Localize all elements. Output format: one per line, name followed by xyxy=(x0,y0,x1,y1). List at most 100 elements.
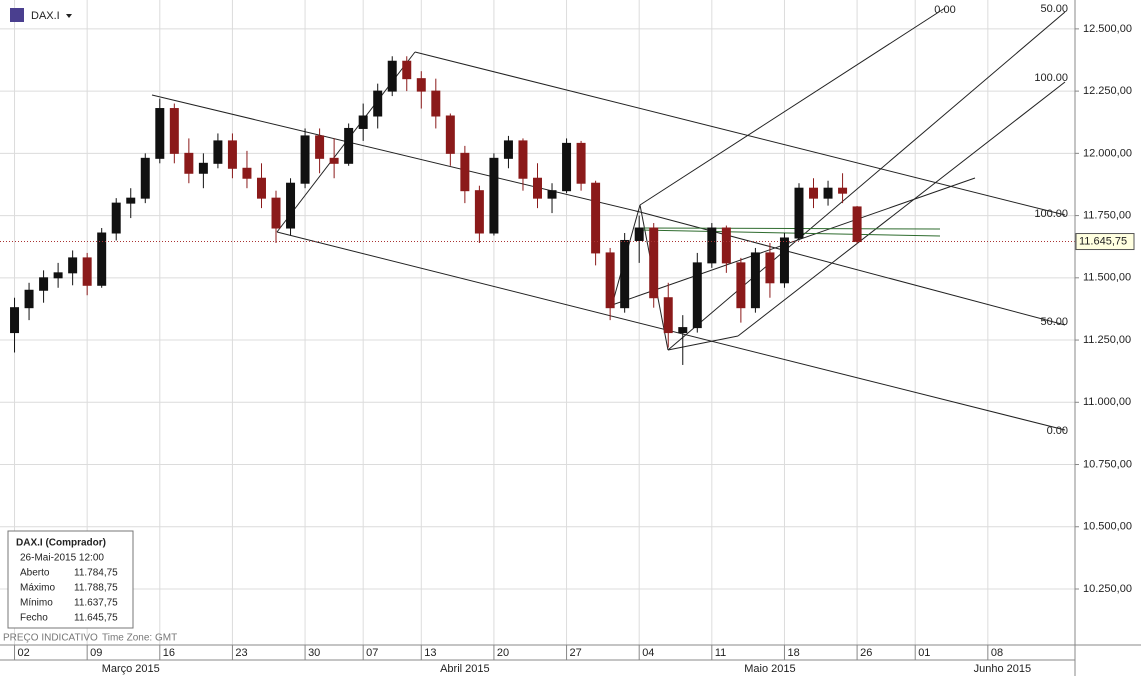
dropdown-arrow[interactable] xyxy=(66,14,72,18)
y-tick-label: 11.500,00 xyxy=(1083,272,1131,284)
candle-body xyxy=(445,115,455,154)
candle-body xyxy=(838,187,848,194)
y-tick-label: 11.250,00 xyxy=(1083,334,1131,346)
fib-label: 0.00 xyxy=(1047,425,1068,437)
candle-body xyxy=(315,135,325,159)
x-tick-label: 26 xyxy=(860,647,872,659)
candle-body xyxy=(373,90,383,117)
info-key: Aberto xyxy=(20,568,50,579)
trend-line xyxy=(151,94,641,213)
candle-body xyxy=(126,197,136,204)
candle-body xyxy=(329,157,339,164)
symbol-header[interactable]: DAX.I xyxy=(10,8,72,22)
candle-body xyxy=(794,187,804,239)
candle-body xyxy=(344,127,354,164)
candle-body xyxy=(256,177,266,199)
info-title: DAX.I (Comprador) xyxy=(16,538,106,549)
last-price-label: 11.645,75 xyxy=(1079,235,1127,247)
y-tick-label: 11.000,00 xyxy=(1083,396,1131,408)
candle-body xyxy=(213,140,223,164)
candle-body xyxy=(97,232,107,286)
trend-line xyxy=(639,229,941,237)
info-value: 11.645,75 xyxy=(74,613,118,624)
candle-body xyxy=(431,90,441,117)
candle-body xyxy=(39,277,49,291)
y-tick-label: 10.250,00 xyxy=(1083,583,1132,595)
trend-line xyxy=(611,177,976,306)
candle-body xyxy=(620,239,630,309)
trend-line xyxy=(667,335,739,351)
candle-body xyxy=(663,297,673,334)
candle-body xyxy=(678,327,688,334)
candle-body xyxy=(169,108,179,154)
grid xyxy=(0,0,1075,645)
info-key: Fecho xyxy=(20,613,48,624)
candle-body xyxy=(53,272,63,279)
candle-body xyxy=(721,227,731,264)
candle-body xyxy=(286,182,296,229)
candle-body xyxy=(184,152,194,174)
x-tick-label: 09 xyxy=(90,647,102,659)
fib-label: 50.00 xyxy=(1040,3,1068,15)
y-tick-label: 12.250,00 xyxy=(1083,85,1132,97)
x-tick-label: 23 xyxy=(235,647,247,659)
candle-body xyxy=(271,197,281,229)
x-tick-label: 01 xyxy=(918,647,930,659)
candle-body xyxy=(852,206,862,243)
candle-body xyxy=(779,237,789,284)
x-tick-label: 27 xyxy=(570,647,582,659)
footer-note: Time Zone: GMT xyxy=(102,633,177,644)
x-tick-label: 07 xyxy=(366,647,378,659)
x-tick-label: 04 xyxy=(642,647,654,659)
candle-body xyxy=(750,252,760,309)
candle-body xyxy=(765,252,775,284)
symbol-icon xyxy=(10,8,24,22)
candle-body xyxy=(358,115,368,129)
last-price-box xyxy=(1075,233,1135,251)
y-tick-label: 12.500,00 xyxy=(1083,23,1132,35)
info-date: 26-Mai-2015 12:00 xyxy=(20,553,104,564)
x-tick-label: 20 xyxy=(497,647,509,659)
x-tick-label: 16 xyxy=(163,647,175,659)
candle-body xyxy=(82,257,92,286)
info-key: Máximo xyxy=(20,583,55,594)
y-tick-label: 10.750,00 xyxy=(1083,458,1132,470)
candle-body xyxy=(24,289,34,309)
labels: 0.00 50.00 100.00 100.00 50.00 0.00 xyxy=(934,3,1068,437)
candle-body xyxy=(736,262,746,309)
info-value: 11.637,75 xyxy=(74,598,118,609)
symbol[interactable]: DAX.I xyxy=(31,10,60,22)
x-tick-label: 08 xyxy=(991,647,1003,659)
candle-body xyxy=(503,140,513,159)
trend-line xyxy=(667,11,1066,351)
candle-body xyxy=(68,257,78,274)
candle-body xyxy=(460,152,470,192)
info-value: 11.784,75 xyxy=(74,568,118,579)
month-label: Maio 2015 xyxy=(744,663,795,675)
candle-body xyxy=(809,187,819,199)
fib-label: 100.00 xyxy=(1034,72,1068,84)
x-tick-label: 02 xyxy=(18,647,30,659)
x-tick-label: 18 xyxy=(787,647,799,659)
candle-body xyxy=(518,140,528,179)
candles xyxy=(0,56,1075,365)
candle-body xyxy=(111,202,121,234)
fib-label: 0.00 xyxy=(934,4,955,16)
candle-body xyxy=(242,167,252,179)
candle-body xyxy=(10,307,20,334)
candle-body xyxy=(823,187,833,199)
candle-body xyxy=(155,108,165,159)
x-tick-label: 30 xyxy=(308,647,320,659)
info-frame xyxy=(7,530,134,629)
candle-body xyxy=(198,162,208,174)
candle-body xyxy=(402,60,412,80)
fib-label: 100.00 xyxy=(1034,208,1068,220)
candle-body xyxy=(300,135,310,184)
candle-body xyxy=(562,142,572,192)
candle-body xyxy=(707,227,717,264)
x-tick-label: 13 xyxy=(424,647,436,659)
candle-body xyxy=(605,252,615,309)
candle-body xyxy=(591,182,601,254)
